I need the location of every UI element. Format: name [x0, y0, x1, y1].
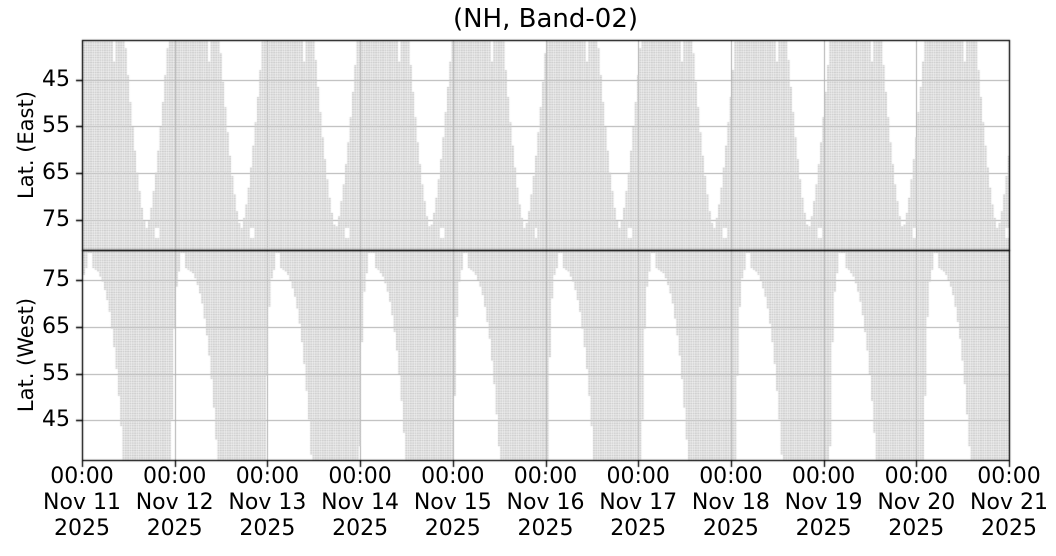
x-tick-line: 00:00: [513, 464, 578, 489]
x-tick-line: 00:00: [142, 464, 207, 489]
x-tick-line: 2025: [424, 516, 481, 541]
x-tick-line: 00:00: [421, 464, 485, 489]
x-tick-line: Nov 15: [413, 490, 492, 515]
y-tick-label: 55: [42, 360, 70, 386]
x-tick-label: 00:00 Nov 12 2025: [125, 464, 225, 542]
x-tick-line: 00:00: [884, 464, 948, 489]
x-tick-label: 00:00 Nov 13 2025: [217, 464, 317, 542]
x-tick-label: 00:00 Nov 15 2025: [403, 464, 503, 542]
x-tick-line: 00:00: [328, 464, 392, 489]
x-tick-line: 2025: [795, 516, 852, 541]
x-tick-line: 2025: [702, 516, 759, 541]
y-tick-label: 55: [42, 113, 70, 139]
x-tick-line: Nov 21: [970, 490, 1048, 515]
x-tick-label: 00:00 Nov 18 2025: [681, 464, 781, 542]
x-tick-line: 2025: [888, 516, 945, 541]
x-tick-label: 00:00 Nov 16 2025: [496, 464, 596, 542]
x-tick-line: 00:00: [791, 464, 856, 489]
x-tick-line: 00:00: [606, 464, 670, 489]
y-tick-label: 75: [42, 267, 70, 293]
x-tick-line: 2025: [54, 516, 110, 541]
x-tick-label: 00:00 Nov 20 2025: [866, 464, 966, 542]
x-tick-line: 2025: [610, 516, 667, 541]
chart-title: (NH, Band-02): [452, 4, 639, 34]
x-tick-line: Nov 14: [321, 490, 400, 515]
x-tick-line: Nov 11: [43, 490, 121, 515]
x-tick-line: 2025: [981, 516, 1037, 541]
x-tick-line: 00:00: [977, 464, 1041, 489]
y-tick-label: 65: [42, 314, 70, 339]
x-tick-label: 00:00 Nov 21 2025: [959, 464, 1056, 542]
x-tick-line: 2025: [332, 516, 389, 541]
x-tick-label: 00:00 Nov 14 2025: [310, 464, 410, 542]
x-tick-line: Nov 12: [135, 490, 214, 515]
x-tick-line: Nov 19: [784, 490, 863, 515]
y-tick-label: 45: [42, 407, 70, 433]
x-tick-line: 00:00: [699, 464, 763, 489]
x-tick-line: 00:00: [50, 464, 114, 489]
x-tick-line: Nov 17: [599, 490, 678, 515]
y-tick-label: 75: [42, 206, 70, 232]
x-tick-line: 2025: [517, 516, 574, 541]
y-tick-label: 45: [42, 66, 70, 92]
x-tick-label: 00:00 Nov 11 2025: [32, 464, 132, 542]
x-tick-line: 2025: [239, 516, 296, 541]
x-tick-line: 00:00: [235, 464, 300, 489]
x-tick-line: Nov 18: [691, 490, 770, 515]
x-tick-label: 00:00 Nov 17 2025: [588, 464, 688, 542]
x-tick-line: 2025: [146, 516, 203, 541]
x-tick-line: Nov 16: [506, 490, 585, 515]
x-tick-line: Nov 20: [877, 490, 956, 515]
y-tick-label: 65: [42, 160, 70, 185]
x-tick-label: 00:00 Nov 19 2025: [774, 464, 874, 542]
x-tick-line: Nov 13: [228, 490, 307, 515]
